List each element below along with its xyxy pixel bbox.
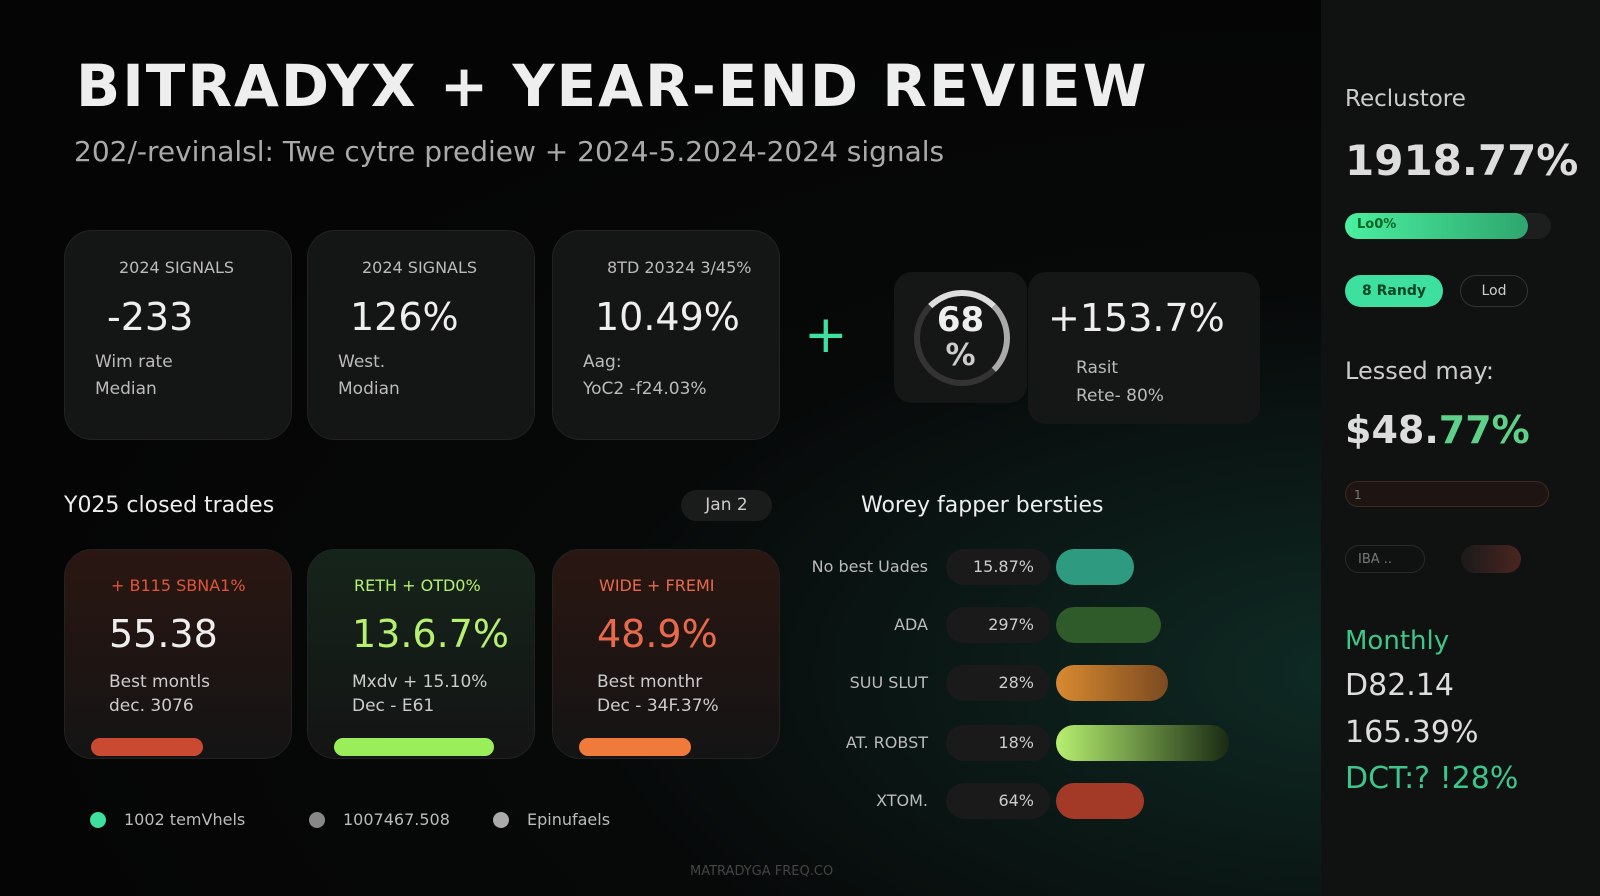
stat-box: +153.7% Rasit Rete- 80%: [1028, 272, 1260, 424]
stat-line: Rasit: [1076, 358, 1119, 378]
row-value: 28%: [946, 665, 1050, 701]
section-title: Y025 closed trades: [64, 493, 275, 518]
card-tag: 8TD 20324 3/45%: [607, 258, 752, 277]
row-label: No best Uades: [811, 557, 928, 576]
signal-card: 8TD 20324 3/45% 10.49% Aag: YoC2 -f24.03%: [552, 230, 780, 440]
signal-card: 2024 SIGNALS 126% West. Modian: [307, 230, 535, 440]
card-line: Modian: [338, 379, 400, 399]
value-accent: 77%: [1438, 408, 1530, 452]
footer-icon: [90, 812, 106, 828]
row-label: XTOM.: [876, 791, 928, 810]
card-bar: [91, 738, 203, 756]
progress-fill: [1345, 213, 1528, 239]
side-label: Lessed may:: [1345, 357, 1494, 385]
card-tag: 2024 SIGNALS: [119, 258, 235, 277]
card-value: 13.6.7%: [352, 612, 509, 656]
trade-card: WIDE + FREMI 48.9% Best monthr Dec - 34F.37…: [552, 549, 780, 759]
footer-item: Epinufaels: [527, 810, 611, 829]
section-title: Worey fapper bersties: [861, 493, 1104, 518]
slider[interactable]: 1: [1345, 481, 1549, 507]
signal-card: 2024 SIGNALS -233 Wim rate Median: [64, 230, 292, 440]
row-bar: [1056, 725, 1229, 761]
side-value: $48.77%: [1345, 408, 1530, 452]
sidebar: Reclustore 1918.77% Lo0% 8 Randy Lod Les…: [1321, 0, 1600, 896]
card-line: Dec - 34F.37%: [597, 696, 719, 716]
row-value: 18%: [946, 725, 1050, 761]
card-value: 55.38: [109, 612, 218, 656]
gauge-ring: [914, 290, 1010, 386]
card-line: West.: [338, 352, 386, 372]
row-label: ADA: [894, 615, 928, 634]
card-line: YoC2 -f24.03%: [583, 379, 707, 399]
stat-line: Rete- 80%: [1076, 386, 1164, 406]
row-bar: [1056, 665, 1168, 701]
toggle-label[interactable]: IBA ..: [1345, 545, 1425, 573]
trade-card: + B115 SBNA1% 55.38 Best montls dec. 3076: [64, 549, 292, 759]
title: BITRADYX + YEAR-END REVIEW: [76, 52, 1149, 120]
card-value: 48.9%: [597, 612, 718, 656]
side-accent: DCT:? !28%: [1345, 761, 1519, 796]
row-bar: [1056, 607, 1161, 643]
subtitle: 202/-revinalsl: Twe cytre prediew + 2024…: [74, 135, 945, 168]
stat-value: +153.7%: [1048, 296, 1225, 340]
gauge-value: 68: [936, 300, 985, 340]
footer-icon: [493, 812, 509, 828]
footer-item: 1002 temVhels: [124, 810, 246, 829]
row-value: 297%: [946, 607, 1050, 643]
button[interactable]: Lod: [1460, 275, 1528, 307]
watermark: MATRADYGA FREQ.CO: [690, 864, 834, 879]
card-tag: RETH + OTD0%: [354, 576, 481, 595]
side-line: D82.14: [1345, 668, 1454, 703]
card-tag: WIDE + FREMI: [599, 576, 715, 595]
row-bar: [1056, 549, 1134, 585]
side-value: 1918.77%: [1345, 136, 1579, 185]
card-value: -233: [107, 295, 194, 339]
button[interactable]: 8 Randy: [1345, 275, 1443, 307]
card-line: dec. 3076: [109, 696, 194, 716]
card-bar: [579, 738, 691, 756]
side-heading: Reclustore: [1345, 86, 1466, 112]
row-value: 64%: [946, 783, 1050, 819]
card-value: 126%: [350, 295, 459, 339]
progress-track: Lo0%: [1345, 213, 1551, 239]
card-line: Median: [95, 379, 157, 399]
row-label: SUU SLUT: [849, 673, 928, 692]
date-chip[interactable]: Jan 2: [681, 490, 772, 521]
card-line: Wim rate: [95, 352, 173, 372]
card-value: 10.49%: [595, 295, 740, 339]
card-line: Aag:: [583, 352, 622, 372]
footer-item: 1007467.508: [343, 810, 450, 829]
plus-icon: +: [804, 305, 848, 365]
side-line: 165.39%: [1345, 715, 1479, 750]
gauge-unit: %: [945, 338, 976, 373]
row-label: AT. ROBST: [845, 733, 928, 752]
trade-card: RETH + OTD0% 13.6.7% Mxdv + 15.10% Dec - E6…: [307, 549, 535, 759]
gauge-box: 68 %: [894, 272, 1027, 403]
progress-label: Lo0%: [1357, 217, 1397, 232]
card-line: Best montls: [109, 672, 211, 692]
card-line: Mxdv + 15.10%: [352, 672, 488, 692]
value-main: $48.: [1345, 408, 1439, 452]
toggle[interactable]: [1461, 545, 1521, 573]
card-bar: [334, 738, 494, 756]
card-line: Best monthr: [597, 672, 703, 692]
card-tag: + B115 SBNA1%: [111, 576, 246, 595]
row-bar: [1056, 783, 1144, 819]
card-tag: 2024 SIGNALS: [362, 258, 478, 277]
footer-icon: [309, 812, 325, 828]
monthly-label: Monthly: [1345, 626, 1450, 656]
row-value: 15.87%: [946, 549, 1050, 585]
card-line: Dec - E61: [352, 696, 435, 716]
